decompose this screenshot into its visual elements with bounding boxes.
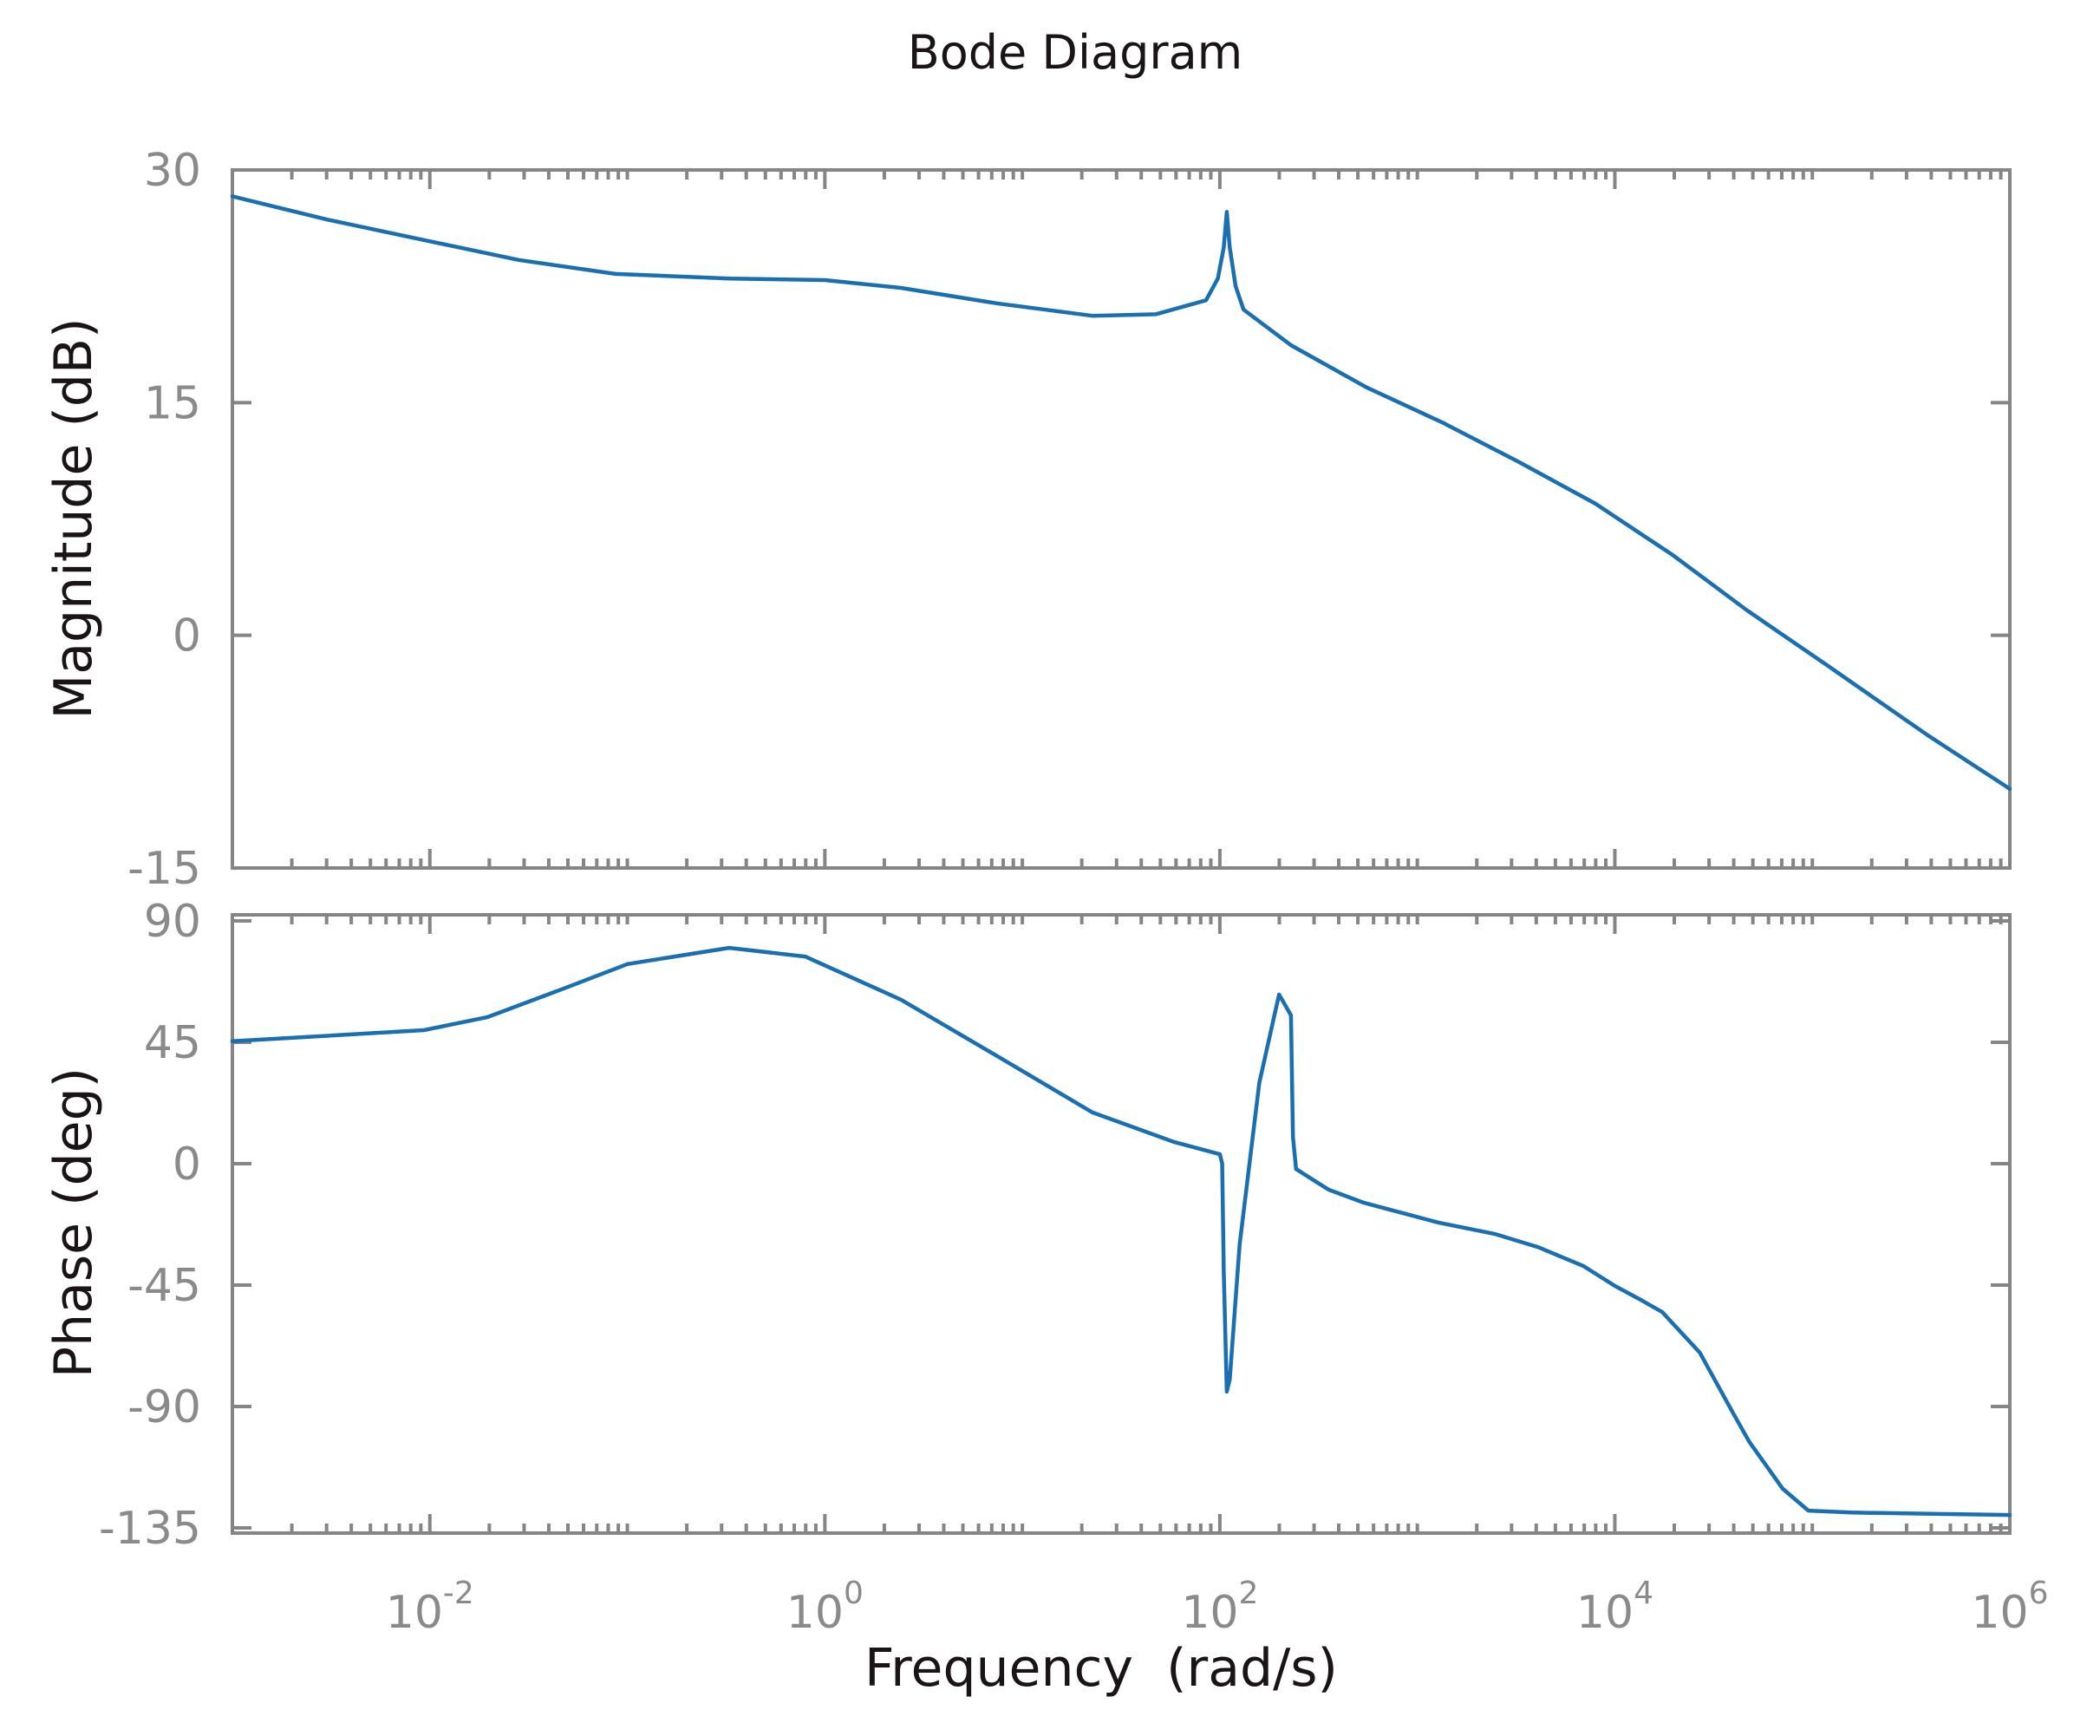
y-tick-label: 0 [173,610,201,662]
y-tick-label: 15 [144,377,201,429]
phase-ticks [232,915,2010,1533]
y-tick-label: 90 [144,896,201,948]
x-tick-label: 10-2 [386,1576,474,1639]
y-tick-label: -45 [127,1260,201,1312]
magnitude-ticks [232,168,2010,870]
x-axis-label: Frequency (rad/s) [864,1638,1338,1699]
phase-plot-frame [231,913,2012,1535]
x-tick-label: 100 [786,1576,864,1639]
y-tick-label: 45 [144,1017,201,1069]
x-tick-label: 102 [1181,1576,1258,1639]
x-tick-label: 106 [1971,1576,2048,1639]
magnitude-axes: 30 15 0 -15 Magnitude (dB) [43,145,2012,895]
phase-axes: 90 45 0 -45 -90 -135 Phase (deg) [43,896,2012,1555]
phase-y-tick-labels: 90 45 0 -45 -90 -135 [99,896,201,1555]
y-tick-label: 0 [173,1139,201,1191]
magnitude-curve [230,194,2012,792]
magnitude-y-tick-labels: 30 15 0 -15 [127,145,201,895]
y-tick-label: -15 [127,843,201,895]
y-tick-label: 30 [144,145,201,197]
magnitude-y-label: Magnitude (dB) [43,317,104,719]
y-tick-label: -135 [99,1503,201,1555]
phase-curve [230,945,2012,1517]
phase-y-label: Phase (deg) [43,1067,104,1378]
x-tick-label: 104 [1576,1576,1653,1639]
chart-title: Bode Diagram [908,25,1243,80]
x-tick-labels: 10-2 100 102 104 106 [386,1576,2049,1639]
y-tick-label: -90 [127,1381,201,1433]
magnitude-plot-frame [231,168,2012,870]
